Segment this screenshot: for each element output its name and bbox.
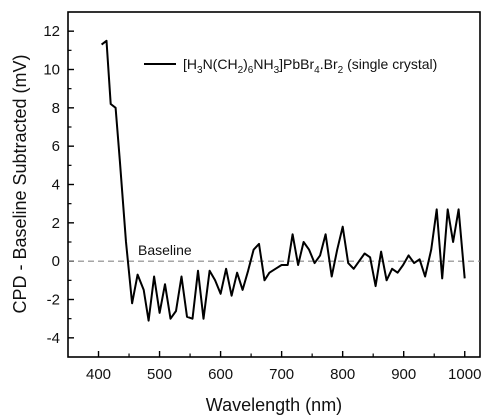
y-tick-label: 4 [52, 177, 60, 194]
y-tick-label: 12 [43, 23, 60, 40]
y-tick-label: 8 [52, 100, 60, 117]
y-tick-label: 10 [43, 62, 60, 79]
y-tick-label: -4 [47, 330, 60, 347]
legend: [H3N(CH2)6NH3]PbBr4.Br2 (single crystal) [144, 56, 437, 76]
x-tick-label: 400 [86, 366, 111, 383]
x-tick-label: 600 [208, 366, 233, 383]
y-axis-title: CPD - Baseline Subtracted (mV) [10, 54, 30, 313]
y-tick-label: 0 [52, 253, 60, 270]
series-layer [100, 39, 466, 322]
x-tick-label: 900 [391, 366, 416, 383]
x-tick-label: 700 [269, 366, 294, 383]
series-line [100, 39, 466, 322]
y-tick-label: -2 [47, 292, 60, 309]
baseline-label: Baseline [138, 242, 192, 258]
x-axis-title: Wavelength (nm) [206, 395, 342, 415]
baseline-layer: Baseline [68, 242, 480, 262]
y-tick-label: 2 [52, 215, 60, 232]
y-tick-label: 6 [52, 138, 60, 155]
axis-ticks: 400 500 600 700 800 900 1000 -4 -2 0 2 4 6 8 10 12 [43, 23, 481, 383]
x-tick-label: 500 [147, 366, 172, 383]
x-tick-label: 1000 [448, 366, 481, 383]
legend-label: [H3N(CH2)6NH3]PbBr4.Br2 (single crystal) [183, 56, 437, 76]
x-tick-label: 800 [330, 366, 355, 383]
